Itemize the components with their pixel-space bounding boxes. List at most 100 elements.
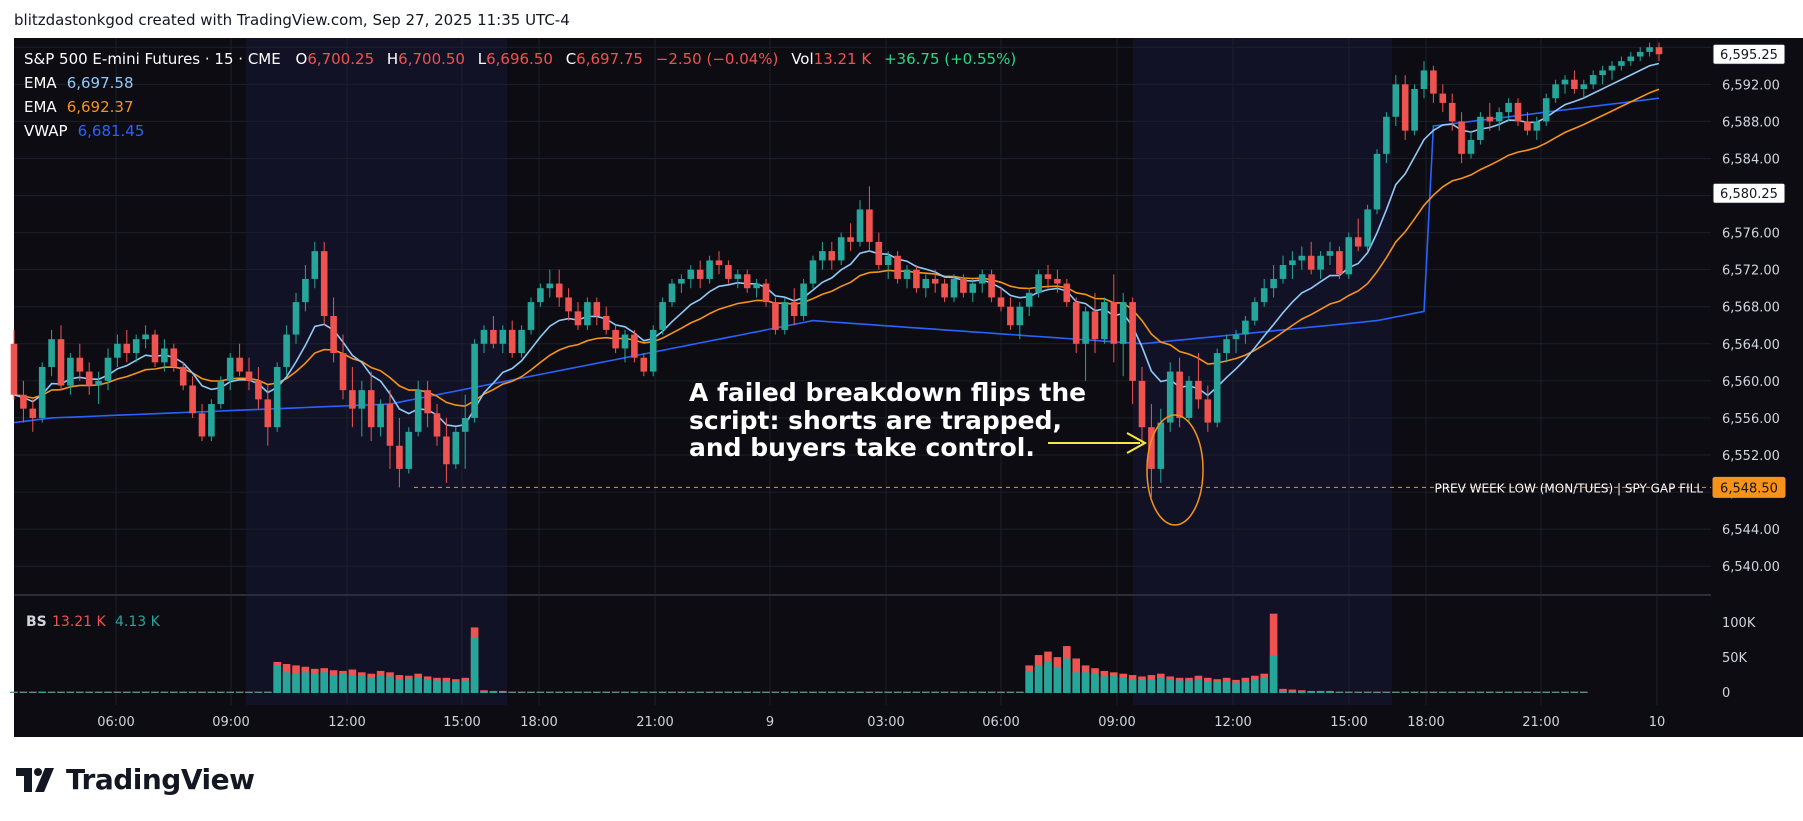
candle-body	[226, 357, 234, 381]
legend-ohlc-line: S&P 500 E-mini Futures · 15 · CME O6,700…	[24, 50, 1016, 68]
pane-separator[interactable]	[14, 594, 1711, 596]
volume-bar-133	[1260, 673, 1268, 693]
candle-118	[1119, 292, 1127, 377]
volume-buy	[1570, 692, 1579, 693]
candle-body	[734, 274, 742, 279]
tradingview-logo[interactable]: TradingView	[16, 763, 255, 796]
volume-buy	[1006, 692, 1015, 693]
volume-bar-92	[875, 691, 883, 693]
candle-body	[217, 380, 225, 405]
candle-90	[856, 200, 864, 247]
candle-100	[950, 274, 958, 303]
annotation-callout[interactable]: A failed breakdown flips the script: sho…	[689, 378, 1204, 526]
candle-108	[1025, 288, 1033, 316]
volume-buy	[57, 692, 65, 693]
volume-buy	[442, 681, 451, 693]
volume-bar-124	[1175, 677, 1184, 693]
level-price-tag-text: 6,548.50	[1720, 481, 1778, 496]
time-axis[interactable]: 06:00 09:00 12:00 15:00 18:00 21:00 9 03:00 06:0…	[97, 715, 1665, 730]
candle-121	[1148, 404, 1155, 497]
volume-buy	[1072, 672, 1080, 693]
candle-body	[424, 390, 431, 414]
volume-bar-95	[903, 691, 911, 693]
volume-buy	[179, 692, 187, 693]
volume-buy	[47, 692, 56, 693]
candle-body	[1627, 56, 1635, 62]
candle-body	[499, 329, 507, 344]
ema-fast-line	[13, 62, 1660, 428]
candle-body	[631, 334, 638, 358]
candle-164	[1552, 79, 1559, 103]
price-axis-panel[interactable]	[1711, 38, 1803, 737]
price-axis[interactable]: 6,592.006,588.006,584.006,580.006,576.00…	[1712, 43, 1786, 575]
candle-body	[743, 274, 751, 289]
candle-body	[236, 357, 243, 372]
volume-buy	[1213, 681, 1221, 693]
volume-buy	[1467, 692, 1475, 693]
candle-body	[1420, 70, 1428, 89]
candle-body	[1608, 65, 1616, 71]
candle-body	[471, 343, 478, 418]
volume-bar-106	[1006, 691, 1015, 693]
support-level-line[interactable]: PREV WEEK LOW (MON/TUES) | SPY GAP FILL	[414, 481, 1711, 495]
candle-144	[1364, 204, 1371, 252]
candle-104	[988, 269, 995, 303]
volume-sell	[1288, 689, 1297, 693]
volume-bar-62	[593, 691, 601, 693]
volume-buy	[818, 692, 827, 693]
candle-1	[20, 380, 27, 423]
candlestick-series[interactable]	[10, 42, 1663, 497]
time-axis-panel[interactable]	[14, 705, 1803, 737]
volume-buy	[160, 692, 169, 693]
candle-20	[198, 404, 206, 442]
candle-body	[1571, 79, 1578, 89]
volume-bar-94	[893, 691, 902, 693]
volume-bar-122	[1157, 673, 1165, 693]
candle-47	[452, 427, 460, 469]
volume-buy	[912, 692, 921, 693]
candle-body	[1383, 116, 1390, 154]
candle-body	[546, 283, 554, 289]
candle-22	[217, 376, 225, 409]
candle-107	[1016, 302, 1024, 340]
candle-body	[1091, 311, 1099, 340]
candle-body	[311, 251, 319, 279]
volume-buy	[1128, 679, 1137, 693]
volume-bar-142	[1345, 691, 1353, 693]
candle-body	[85, 371, 93, 386]
volume-bar-61	[583, 691, 592, 693]
candle-153	[1448, 93, 1456, 131]
candle-body	[903, 269, 911, 279]
legend-change: −2.50 (−0.04%)	[656, 50, 779, 68]
volume-buy	[132, 692, 140, 693]
price-tick-3: 6,584.00	[1722, 152, 1780, 167]
volume-bar-65	[621, 691, 629, 693]
volume-bar-14	[141, 691, 150, 693]
candle-body	[725, 265, 732, 279]
legend[interactable]: S&P 500 E-mini Futures · 15 · CME O6,700…	[24, 50, 1016, 140]
volume-bar-114	[1081, 665, 1090, 693]
volume-bar-75	[715, 691, 723, 693]
volume-bar-68	[649, 691, 657, 693]
candle-24	[236, 343, 243, 377]
candle-body	[565, 297, 572, 312]
volume-bar-136	[1288, 689, 1297, 693]
grid-lines	[14, 38, 1711, 705]
candle-body	[104, 357, 112, 381]
volume-buy	[997, 692, 1005, 693]
volume-bar-60	[574, 691, 582, 693]
candle-body	[198, 413, 206, 437]
volume-buy	[1110, 675, 1118, 693]
volume-bar-53	[508, 691, 516, 693]
candle-body	[1514, 102, 1522, 122]
volume-bar-130	[1232, 679, 1240, 693]
volume-buy	[1222, 681, 1231, 693]
volume-bar-21	[207, 691, 216, 693]
candle-body	[555, 283, 563, 298]
candle-body	[1655, 47, 1663, 55]
volume-bar-117	[1110, 672, 1118, 693]
candle-body	[678, 278, 685, 284]
candle-146	[1383, 112, 1390, 164]
volume-buy	[715, 692, 723, 693]
